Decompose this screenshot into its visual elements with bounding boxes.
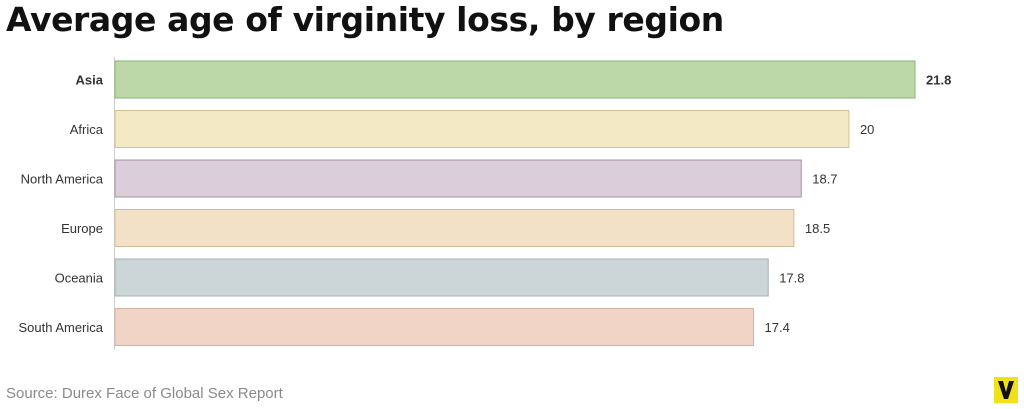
bar-asia: [114, 60, 916, 99]
vox-logo: [994, 377, 1018, 403]
value-label-north-america: 18.7: [812, 172, 837, 187]
category-label-south-america: South America: [18, 320, 103, 335]
bar-oceania: [114, 258, 769, 297]
bar-africa: [114, 110, 850, 148]
value-label-south-america: 17.4: [765, 320, 790, 335]
bar-europe: [114, 209, 795, 247]
value-label-africa: 20: [860, 122, 874, 137]
value-label-oceania: 17.8: [779, 271, 804, 286]
category-label-asia: Asia: [76, 73, 104, 88]
value-label-europe: 18.5: [805, 221, 830, 236]
category-label-africa: Africa: [70, 122, 104, 137]
chart-title: Average age of virginity loss, by region: [6, 0, 724, 39]
vox-logo-icon: [998, 381, 1014, 399]
source-note: Source: Durex Face of Global Sex Report: [6, 385, 283, 402]
bar-north-america: [114, 159, 802, 198]
category-label-europe: Europe: [61, 221, 103, 236]
bar-south-america: [114, 308, 755, 346]
value-label-asia: 21.8: [926, 73, 951, 88]
category-label-oceania: Oceania: [55, 271, 104, 286]
category-label-north-america: North America: [21, 172, 104, 187]
